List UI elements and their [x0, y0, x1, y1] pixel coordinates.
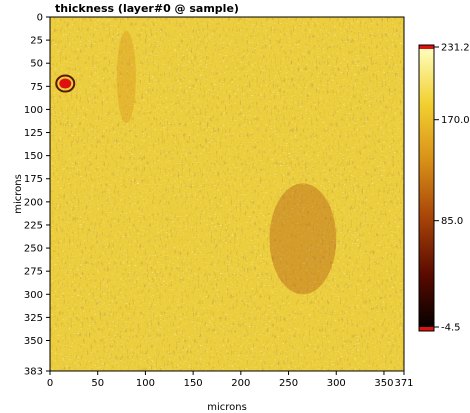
colorbar-frame	[418, 44, 435, 332]
y-tick-label: 250	[24, 244, 43, 255]
y-tick-label: 383	[24, 367, 43, 378]
y-tick-label: 25	[30, 36, 43, 47]
x-tick-label: 0	[47, 378, 53, 389]
x-tick-label: 371	[394, 378, 413, 389]
plot-area	[49, 16, 405, 372]
heatmap-region	[269, 183, 337, 295]
colorbar-tick-label: 85.0	[441, 216, 463, 227]
x-tick-label: 100	[136, 378, 155, 389]
saturated-spot	[59, 78, 72, 89]
x-axis: 0 50 100 150 200 250 300 350 371	[47, 371, 414, 389]
y-axis: 0 25 50 75 100 125 150 175 200 225 250 275 300 325 350…	[24, 13, 50, 378]
x-tick-label: 350	[374, 378, 393, 389]
y-tick-label: 175	[24, 174, 43, 185]
x-tick-label: 200	[231, 378, 250, 389]
y-tick-label: 75	[30, 82, 43, 93]
y-tick-label: 0	[37, 13, 43, 24]
y-tick-label: 150	[24, 151, 43, 162]
y-tick-label: 50	[30, 59, 43, 70]
y-tick-label: 325	[24, 313, 43, 324]
colorbar-tick-label: 231.2	[441, 43, 470, 54]
y-tick-label: 200	[24, 197, 43, 208]
colorbar-tick-label: -4.5	[441, 323, 461, 334]
x-tick-label: 150	[184, 378, 203, 389]
x-tick-label: 50	[91, 378, 104, 389]
colorbar-overflow-bottom	[419, 327, 434, 331]
y-tick-label: 275	[24, 267, 43, 278]
y-tick-label: 225	[24, 220, 43, 231]
colorbar: 231.2 170.0 85.0 -4.5	[418, 43, 470, 334]
y-tick-label: 125	[24, 128, 43, 139]
y-axis-label: microns	[13, 174, 24, 214]
chart-title: thickness (layer#0 @ sample)	[55, 2, 239, 15]
y-tick-label: 300	[24, 290, 43, 301]
y-tick-label: 350	[24, 336, 43, 347]
colorbar-tick-label: 170.0	[441, 115, 470, 126]
plot-frame	[49, 16, 405, 372]
heatmap-texture-light	[50, 17, 404, 371]
colorbar-fill	[419, 47, 434, 331]
saturated-spot-ring	[55, 74, 76, 93]
heatmap-region	[116, 30, 136, 124]
x-axis-label: microns	[207, 402, 247, 413]
x-tick-label: 250	[279, 378, 298, 389]
y-tick-label: 100	[24, 105, 43, 116]
x-tick-label: 300	[327, 378, 346, 389]
colorbar-overflow-top	[419, 45, 434, 49]
